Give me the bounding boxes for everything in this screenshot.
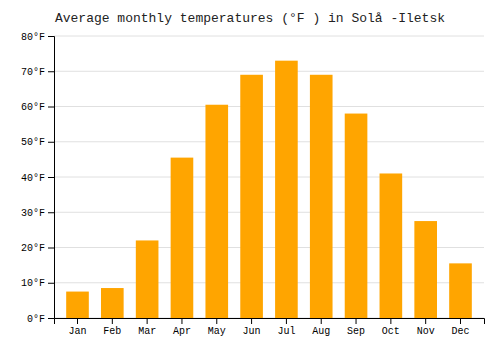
tick: Sep (347, 318, 365, 337)
grid-line (54, 71, 484, 72)
tick-mark (48, 36, 54, 37)
tick-label: Aug (312, 326, 330, 337)
tick-label: 10°F (21, 278, 45, 289)
bar (345, 114, 368, 318)
tick-label: Jul (277, 326, 295, 337)
axis-line (55, 319, 485, 325)
tick-mark (390, 318, 391, 324)
axis-line (48, 37, 55, 319)
tick: 70°F (21, 67, 54, 78)
tick: Aug (312, 318, 330, 337)
tick: Dec (451, 318, 469, 337)
grid-line (54, 177, 484, 178)
tick-mark (321, 318, 322, 324)
tick: Jul (277, 318, 295, 337)
tick-label: Oct (382, 326, 400, 337)
tick-mark (460, 318, 461, 324)
tick: Oct (382, 318, 400, 337)
tick: 10°F (21, 278, 54, 289)
grid-line (54, 212, 484, 213)
tick-label: 30°F (21, 208, 45, 219)
chart: 0°F 10°F 20°F 30°F 40°F 50°F 60°F 70°F 80°F Jan Fe… (0, 0, 500, 350)
tick-mark (48, 212, 54, 213)
tick-label: 20°F (21, 243, 45, 254)
tick: Nov (417, 318, 435, 337)
tick-mark (48, 248, 54, 249)
tick-mark (112, 318, 113, 324)
tick-mark (77, 318, 78, 324)
grid-line (54, 141, 484, 142)
tick-mark (251, 318, 252, 324)
bar (66, 292, 89, 318)
tick: 50°F (21, 137, 54, 148)
bar (310, 75, 333, 318)
tick-mark (48, 318, 54, 319)
tick: 0°F (27, 314, 54, 325)
tick: Mar (138, 318, 156, 337)
tick-label: 60°F (21, 102, 45, 113)
tick: Feb (103, 318, 121, 337)
bar (205, 105, 228, 318)
tick-mark (181, 318, 182, 324)
y-axis: 0°F 10°F 20°F 30°F 40°F 50°F 60°F 70°F 80°F (21, 32, 55, 325)
bar (414, 221, 437, 318)
tick-mark (48, 177, 54, 178)
tick-label: Dec (451, 326, 469, 337)
bars (66, 61, 472, 318)
tick-label: 40°F (21, 173, 45, 184)
tick: 20°F (21, 243, 54, 254)
tick-mark (48, 107, 54, 108)
tick-label: Nov (417, 326, 435, 337)
grid (54, 36, 484, 318)
tick: 30°F (21, 208, 54, 219)
x-axis: Jan Feb Mar Apr May Jun Jul Aug Sep Oct Nov Dec (55, 318, 485, 337)
tick: 60°F (21, 102, 54, 113)
tick-label: 50°F (21, 137, 45, 148)
tick: Apr (173, 318, 191, 337)
tick-label: 0°F (27, 314, 45, 325)
tick-label: Jan (68, 326, 86, 337)
tick-mark (48, 142, 54, 143)
tick-label: Jun (243, 326, 261, 337)
bar (171, 158, 194, 318)
tick-mark (216, 318, 217, 324)
title: Average monthly temperatures (°F ) in So… (55, 11, 445, 26)
tick-label: 80°F (21, 32, 45, 43)
bar (275, 61, 298, 318)
tick-label: Apr (173, 326, 191, 337)
tick-mark (425, 318, 426, 324)
bar (101, 288, 124, 318)
bar (449, 263, 472, 318)
tick: Jun (243, 318, 261, 337)
tick: 80°F (21, 32, 54, 43)
grid-line (54, 106, 484, 107)
tick-label: 70°F (21, 67, 45, 78)
tick: 40°F (21, 173, 54, 184)
tick-mark (48, 71, 54, 72)
tick-mark (48, 283, 54, 284)
bar (136, 240, 159, 318)
bar (240, 75, 263, 318)
plot: 0°F 10°F 20°F 30°F 40°F 50°F 60°F 70°F 80°F Jan Fe… (21, 32, 485, 337)
tick-mark (286, 318, 287, 324)
tick: May (208, 318, 226, 337)
tick-mark (356, 318, 357, 324)
tick-label: Sep (347, 326, 365, 337)
bar (380, 173, 403, 318)
tick: Jan (68, 318, 86, 337)
tick-label: Feb (103, 326, 121, 337)
grid-line (54, 36, 484, 37)
tick-label: May (208, 326, 226, 337)
tick-label: Mar (138, 326, 156, 337)
tick-mark (147, 318, 148, 324)
